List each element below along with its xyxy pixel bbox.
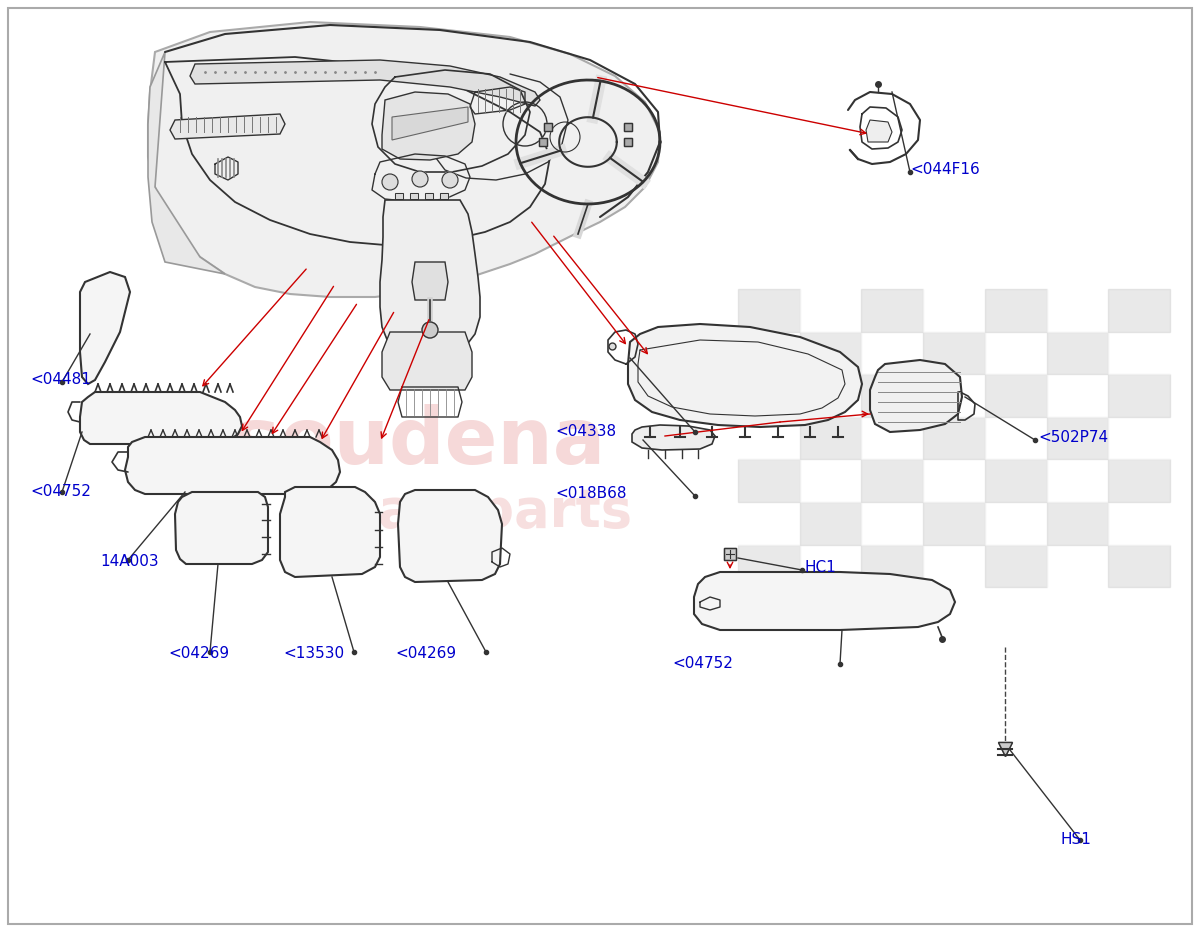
Text: 14A003: 14A003: [100, 555, 158, 569]
Text: <502P74: <502P74: [1038, 430, 1108, 445]
Bar: [923, 417, 985, 459]
Bar: [923, 332, 985, 374]
Text: <04752: <04752: [30, 485, 91, 500]
Bar: [799, 417, 862, 459]
Bar: [1109, 374, 1170, 417]
Bar: [985, 374, 1046, 417]
Polygon shape: [170, 114, 286, 139]
Text: <04269: <04269: [168, 647, 229, 662]
Bar: [862, 289, 923, 332]
Bar: [862, 502, 923, 544]
Bar: [440, 193, 448, 199]
Bar: [923, 459, 985, 502]
Bar: [862, 417, 923, 459]
Bar: [799, 374, 862, 417]
Polygon shape: [148, 52, 226, 274]
Bar: [738, 502, 799, 544]
Bar: [1109, 417, 1170, 459]
Bar: [1046, 544, 1109, 587]
Bar: [738, 289, 799, 332]
Bar: [1046, 289, 1109, 332]
Bar: [985, 544, 1046, 587]
Bar: [425, 193, 433, 199]
Text: HC1: HC1: [805, 559, 836, 574]
Polygon shape: [382, 92, 475, 160]
Polygon shape: [125, 437, 340, 494]
Bar: [1046, 332, 1109, 374]
Bar: [923, 374, 985, 417]
Text: <13530: <13530: [283, 647, 344, 662]
Bar: [985, 332, 1046, 374]
Bar: [923, 502, 985, 544]
Text: <04269: <04269: [395, 647, 456, 662]
Text: <044F16: <044F16: [910, 162, 979, 177]
Bar: [862, 544, 923, 587]
Bar: [799, 544, 862, 587]
Polygon shape: [80, 272, 130, 384]
Polygon shape: [280, 487, 380, 577]
Polygon shape: [392, 107, 468, 140]
Bar: [1046, 502, 1109, 544]
Polygon shape: [175, 492, 268, 564]
Bar: [1046, 459, 1109, 502]
Circle shape: [442, 172, 458, 188]
Bar: [738, 332, 799, 374]
Bar: [799, 289, 862, 332]
Bar: [440, 193, 448, 199]
Bar: [1109, 544, 1170, 587]
Polygon shape: [148, 22, 660, 297]
Polygon shape: [694, 572, 955, 630]
Bar: [799, 502, 862, 544]
Bar: [1046, 374, 1109, 417]
Polygon shape: [628, 324, 862, 427]
Bar: [862, 332, 923, 374]
Bar: [985, 289, 1046, 332]
Bar: [410, 193, 418, 199]
Bar: [738, 417, 799, 459]
Bar: [862, 374, 923, 417]
Bar: [738, 544, 799, 587]
Bar: [985, 417, 1046, 459]
Text: HS1: HS1: [1060, 832, 1091, 847]
Bar: [425, 193, 433, 199]
Bar: [799, 332, 862, 374]
Polygon shape: [190, 60, 540, 106]
Bar: [1109, 289, 1170, 332]
Bar: [395, 193, 403, 199]
Bar: [923, 544, 985, 587]
Bar: [799, 459, 862, 502]
Polygon shape: [870, 360, 962, 432]
Polygon shape: [380, 200, 480, 360]
Circle shape: [412, 171, 428, 187]
Text: <04752: <04752: [672, 656, 733, 671]
Polygon shape: [398, 490, 502, 582]
Polygon shape: [412, 262, 448, 300]
Polygon shape: [382, 332, 472, 390]
Bar: [410, 193, 418, 199]
Polygon shape: [866, 120, 892, 142]
Text: soudena: soudena: [234, 404, 606, 480]
Bar: [985, 502, 1046, 544]
Bar: [395, 193, 403, 199]
Bar: [923, 289, 985, 332]
Bar: [862, 459, 923, 502]
Bar: [1109, 502, 1170, 544]
Circle shape: [422, 322, 438, 338]
Bar: [1046, 417, 1109, 459]
Circle shape: [382, 174, 398, 190]
Bar: [1109, 332, 1170, 374]
Bar: [738, 374, 799, 417]
Text: car  parts: car parts: [348, 486, 632, 538]
Bar: [985, 459, 1046, 502]
Text: <04338: <04338: [554, 424, 616, 440]
Text: <018B68: <018B68: [554, 487, 626, 501]
Bar: [738, 459, 799, 502]
Text: <04481: <04481: [30, 373, 91, 388]
Polygon shape: [632, 425, 715, 450]
Bar: [1109, 459, 1170, 502]
Polygon shape: [80, 392, 242, 444]
